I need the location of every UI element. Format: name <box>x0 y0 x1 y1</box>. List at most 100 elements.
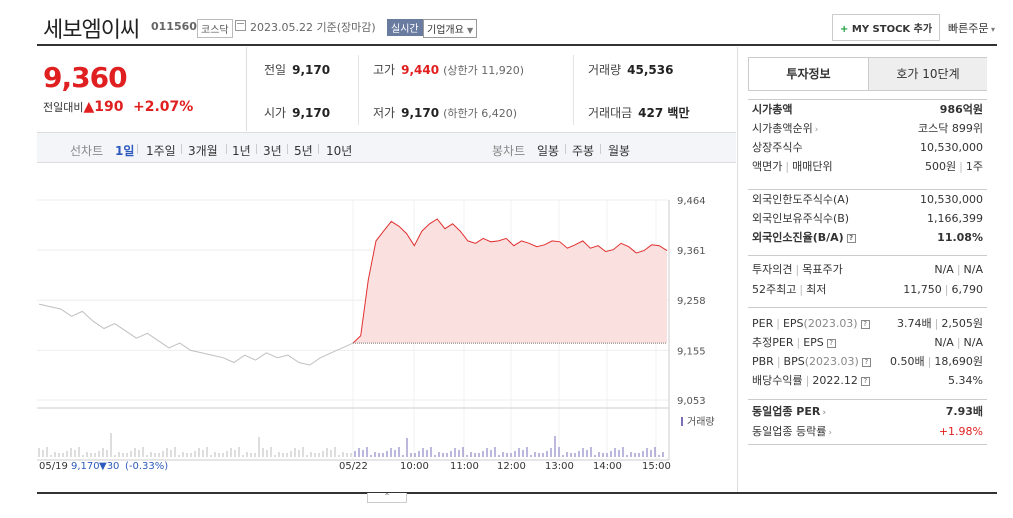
stat-value: 45,536 <box>627 63 674 77</box>
candle-monthly[interactable]: 월봉 <box>608 144 631 158</box>
fast-order-menu[interactable]: 빠른주문 ▾ <box>948 20 995 36</box>
company-overview-dropdown[interactable]: 기업개요 ▼ <box>423 19 478 38</box>
volume-label: 거래량 <box>687 416 715 428</box>
pbr-value: 0.50배 <box>890 355 925 368</box>
per-date: (2023.03) <box>803 317 858 330</box>
row-label: 시가총액 <box>752 103 793 116</box>
collapse-button[interactable]: ⌃ <box>367 493 407 503</box>
row-label[interactable]: 동일업종 등락률 › <box>752 424 832 441</box>
bottom-divider <box>37 492 997 494</box>
y-tick-label: 9,464 <box>677 196 706 207</box>
line-chart-label: 선차트 <box>70 144 104 158</box>
separator: | <box>934 317 939 330</box>
stat-high: 고가 9,440 (상한가 11,920) <box>373 61 524 78</box>
price-change: 전일대비▲190 +2.07% <box>43 99 193 115</box>
divider <box>181 144 182 154</box>
stat-label: 거래대금 <box>588 106 633 120</box>
chevron-right-icon: › <box>814 125 819 135</box>
stat-label: 고가 <box>373 63 396 77</box>
row-label: 상장주식수 <box>752 141 803 154</box>
price-box: 9,360 전일대비▲190 +2.07% <box>37 47 247 131</box>
separator: | <box>959 160 963 173</box>
row-label: 외국인한도주식수(A) <box>752 193 850 206</box>
est-eps-value: N/A <box>963 336 983 349</box>
foreign-rate-label: 외국인소진율(B/A) <box>752 231 844 244</box>
dividend-date: 2022.12 <box>812 374 858 387</box>
x-tick-label: 14:00 <box>593 461 622 472</box>
prev-day-change: ▼30 <box>99 461 119 472</box>
help-icon[interactable]: ? <box>846 234 856 243</box>
chart-svg[interactable]: 9,464 9,361 9,258 9,155 9,053 거래량 05/22 10:00 11… <box>37 163 736 493</box>
candle-chart-label: 봉차트 <box>492 144 526 158</box>
stat-value: 9,170 <box>401 106 440 120</box>
overview-label: 기업개요 <box>427 25 464 36</box>
row-shares: 상장주식수 10,530,000 <box>752 140 983 156</box>
period-1w[interactable]: 1주일 <box>146 144 176 158</box>
period-1d[interactable]: 1일 <box>115 144 135 158</box>
period-3m[interactable]: 3개월 <box>188 144 218 158</box>
realtime-button[interactable]: 실시간 <box>387 19 423 36</box>
help-icon[interactable]: ? <box>860 320 870 329</box>
prev-day-line <box>38 303 354 366</box>
intraday-chart[interactable]: 9,464 9,361 9,258 9,155 9,053 거래량 05/22 10:00 11… <box>37 163 736 493</box>
help-icon[interactable]: ? <box>826 339 836 348</box>
divider <box>256 144 257 154</box>
separator: | <box>796 336 801 349</box>
caret-down-icon: ▾ <box>988 25 996 34</box>
eps-label: EPS <box>782 317 804 330</box>
row-label[interactable]: 동일업종 PER › <box>752 404 826 421</box>
dividend-label: 배당수익률 <box>752 374 803 387</box>
stat-amount: 거래대금 427 백만 <box>588 104 689 121</box>
stat-value: 9,170 <box>292 63 331 77</box>
row-value: 10,530,000 <box>920 193 983 206</box>
tab-orderbook[interactable]: 호가 10단계 <box>868 58 987 90</box>
divider <box>318 144 319 154</box>
est-per-label: 추정PER <box>752 336 794 349</box>
row-sector-rate: 동일업종 등락률 › +1.98% <box>752 424 983 440</box>
stat-label: 전일 <box>264 63 287 77</box>
candle-daily[interactable]: 일봉 <box>537 144 560 158</box>
stat-prev: 전일 9,170 <box>264 61 330 78</box>
est-per-value: N/A <box>934 336 954 349</box>
row-value: 코스닥 899위 <box>918 122 983 135</box>
separator: | <box>795 263 800 276</box>
row-cap-rank: 시가총액순위 › 코스닥 899위 <box>752 121 983 137</box>
row-52week: 52주최고 | 최저 11,750 | 6,790 <box>752 282 983 298</box>
change-label: 전일대비 <box>43 101 84 114</box>
current-price: 9,360 <box>43 61 128 94</box>
fast-order-label: 빠른주문 <box>948 22 989 35</box>
row-value: 7.93배 <box>945 405 983 418</box>
opinion-group: 투자의견 | 목표주가 N/A | N/A 52주최고 | 최저 11,750 | 6,790 <box>748 255 987 303</box>
separator: | <box>776 317 780 330</box>
today-line <box>352 218 668 344</box>
today-area <box>353 219 667 344</box>
period-5y[interactable]: 5년 <box>294 144 313 158</box>
row-sector-per: 동일업종 PER › 7.93배 <box>752 404 983 420</box>
foreign-group: 외국인한도주식수(A) 10,530,000 외국인보유주식수(B) 1,166,3… <box>748 189 987 251</box>
row-label[interactable]: 시가총액순위 › <box>752 121 818 138</box>
x-tick-label: 05/22 <box>339 461 368 472</box>
period-3y[interactable]: 3년 <box>263 144 282 158</box>
base-date: 2023.05.22 기준(장마감) <box>250 21 376 34</box>
stat-value: 427 백만 <box>638 106 690 120</box>
add-mystock-button[interactable]: + MY STOCK 추가 <box>832 14 941 41</box>
help-icon[interactable]: ? <box>860 377 870 386</box>
prev-day-date: 05/19 <box>39 461 68 472</box>
pbr-label: PBR <box>752 355 774 368</box>
invest-info-panel: 투자정보 호가 10단계 시가총액 986억원 시가총액순위 › 코스닥 899위 상… <box>737 47 997 493</box>
chart-period-bar: 선차트 1일 1주일 3개월 1년 3년 5년 10년 봉차트 일봉 주봉 월봉 <box>37 132 736 163</box>
divider <box>600 144 601 154</box>
help-icon[interactable]: ? <box>861 358 871 367</box>
market-badge: 코스닥 <box>197 19 233 38</box>
candle-weekly[interactable]: 주봉 <box>572 144 595 158</box>
period-10y[interactable]: 10년 <box>326 144 353 158</box>
separator: | <box>944 283 949 296</box>
row-foreign-rate: 외국인소진율(B/A)? 11.08% <box>752 230 983 246</box>
x-tick-label: 11:00 <box>450 461 479 472</box>
wk52-low-value: 6,790 <box>951 283 984 296</box>
period-1y[interactable]: 1년 <box>232 144 251 158</box>
tab-invest-info[interactable]: 투자정보 <box>749 58 868 90</box>
mystock-label: MY STOCK 추가 <box>851 24 933 35</box>
x-tick-label: 12:00 <box>497 461 526 472</box>
change-percent: +2.07% <box>133 99 194 115</box>
